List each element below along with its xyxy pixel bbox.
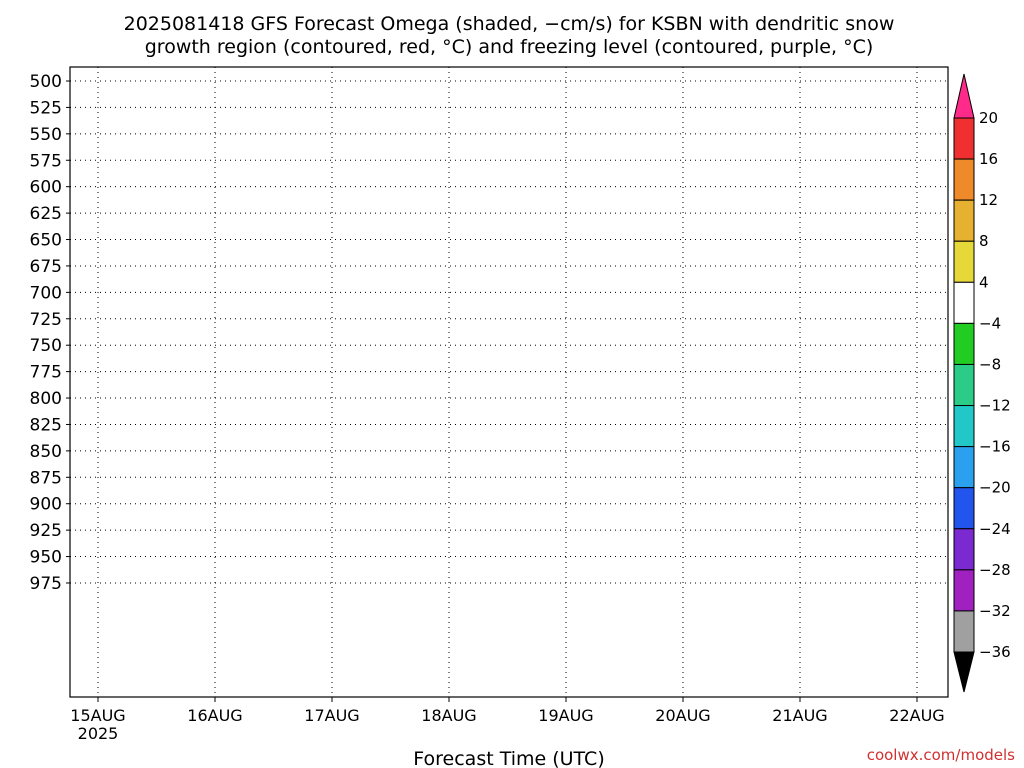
- x-tick-label: 18AUG: [421, 706, 476, 725]
- colorbar-label: −36: [979, 643, 1011, 661]
- colorbar-swatch: [953, 569, 975, 612]
- colorbar-swatch: [953, 158, 975, 201]
- y-tick-label: 575: [30, 151, 62, 171]
- x-tick-label: 15AUG: [70, 706, 125, 725]
- colorbar-bottom-arrow: [953, 651, 975, 693]
- y-tick-label: 675: [30, 257, 62, 277]
- colorbar-label: 20: [979, 109, 998, 127]
- y-axis-ticks: 500 525 550 575 600 625 650 675 700 725 750 775 800 8…: [30, 72, 70, 594]
- y-tick-label: 550: [30, 125, 62, 145]
- colorbar-swatch: [953, 240, 975, 283]
- x-tick-label: 22AUG: [889, 706, 944, 725]
- colorbar-label: −16: [979, 438, 1011, 456]
- y-tick-label: 975: [30, 574, 62, 594]
- y-tick-label: 725: [30, 310, 62, 330]
- y-tick-label: 775: [30, 363, 62, 383]
- colorbar-swatch: [953, 487, 975, 530]
- x-tick-label: 20AUG: [655, 706, 710, 725]
- x-tick-label: 16AUG: [187, 706, 242, 725]
- y-tick-label: 850: [30, 442, 62, 462]
- y-tick-label: 600: [30, 178, 62, 198]
- y-tick-label: 825: [30, 415, 62, 435]
- colorbar-label: −32: [979, 602, 1011, 620]
- colorbar-label: −4: [979, 314, 1001, 332]
- y-tick-label: 650: [30, 231, 62, 251]
- y-tick-label: 875: [30, 468, 62, 488]
- y-tick-label: 700: [30, 283, 62, 303]
- chart-title-line-1: 2025081418 GFS Forecast Omega (shaded, −…: [124, 13, 895, 35]
- colorbar-swatch: [953, 322, 975, 365]
- colorbar-swatch: [953, 528, 975, 571]
- chart-title-line-2: growth region (contoured, red, °C) and f…: [145, 36, 874, 58]
- colorbar-label: −28: [979, 561, 1011, 579]
- colorbar-swatch: [953, 405, 975, 448]
- y-tick-label: 900: [30, 495, 62, 515]
- y-tick-label: 750: [30, 336, 62, 356]
- colorbar-label: 12: [979, 191, 998, 209]
- colorbar-label: −12: [979, 397, 1011, 415]
- x-tick-label: 17AUG: [304, 706, 359, 725]
- colorbar-swatch: [953, 281, 975, 324]
- x-tick-label: 21AUG: [772, 706, 827, 725]
- x-tick-label: 19AUG: [538, 706, 593, 725]
- grid-lines: [70, 67, 948, 697]
- x-tick-sublabel: 2025: [78, 724, 119, 743]
- y-tick-label: 800: [30, 389, 62, 409]
- colorbar-swatch: [953, 610, 975, 653]
- colorbar-top-arrow: [953, 73, 975, 119]
- colorbar-swatch: [953, 199, 975, 242]
- plot-frame: [69, 66, 949, 698]
- colorbar-label: 4: [979, 273, 989, 291]
- colorbar-swatch: [953, 117, 975, 160]
- colorbar-swatch: [953, 363, 975, 407]
- colorbar-label: 8: [979, 232, 989, 250]
- x-axis-label: Forecast Time (UTC): [413, 748, 604, 768]
- y-tick-label: 950: [30, 548, 62, 568]
- colorbar-label: −20: [979, 479, 1011, 497]
- colorbar-label: −24: [979, 520, 1011, 538]
- colorbar-swatch: [953, 446, 975, 489]
- colorbar-label: 16: [979, 150, 998, 168]
- colorbar-label: −8: [979, 355, 1001, 373]
- y-tick-label: 500: [30, 72, 62, 92]
- y-tick-label: 625: [30, 204, 62, 224]
- colorbar: 20 16 12 8 4 −4 −8 −12 −16 −20 −24 −28 −32 −36: [953, 73, 1011, 693]
- plot-area: [69, 66, 949, 698]
- y-tick-label: 925: [30, 521, 62, 541]
- credit-text: coolwx.com/models: [867, 746, 1015, 764]
- plot-background: [70, 67, 948, 697]
- y-tick-label: 525: [30, 98, 62, 118]
